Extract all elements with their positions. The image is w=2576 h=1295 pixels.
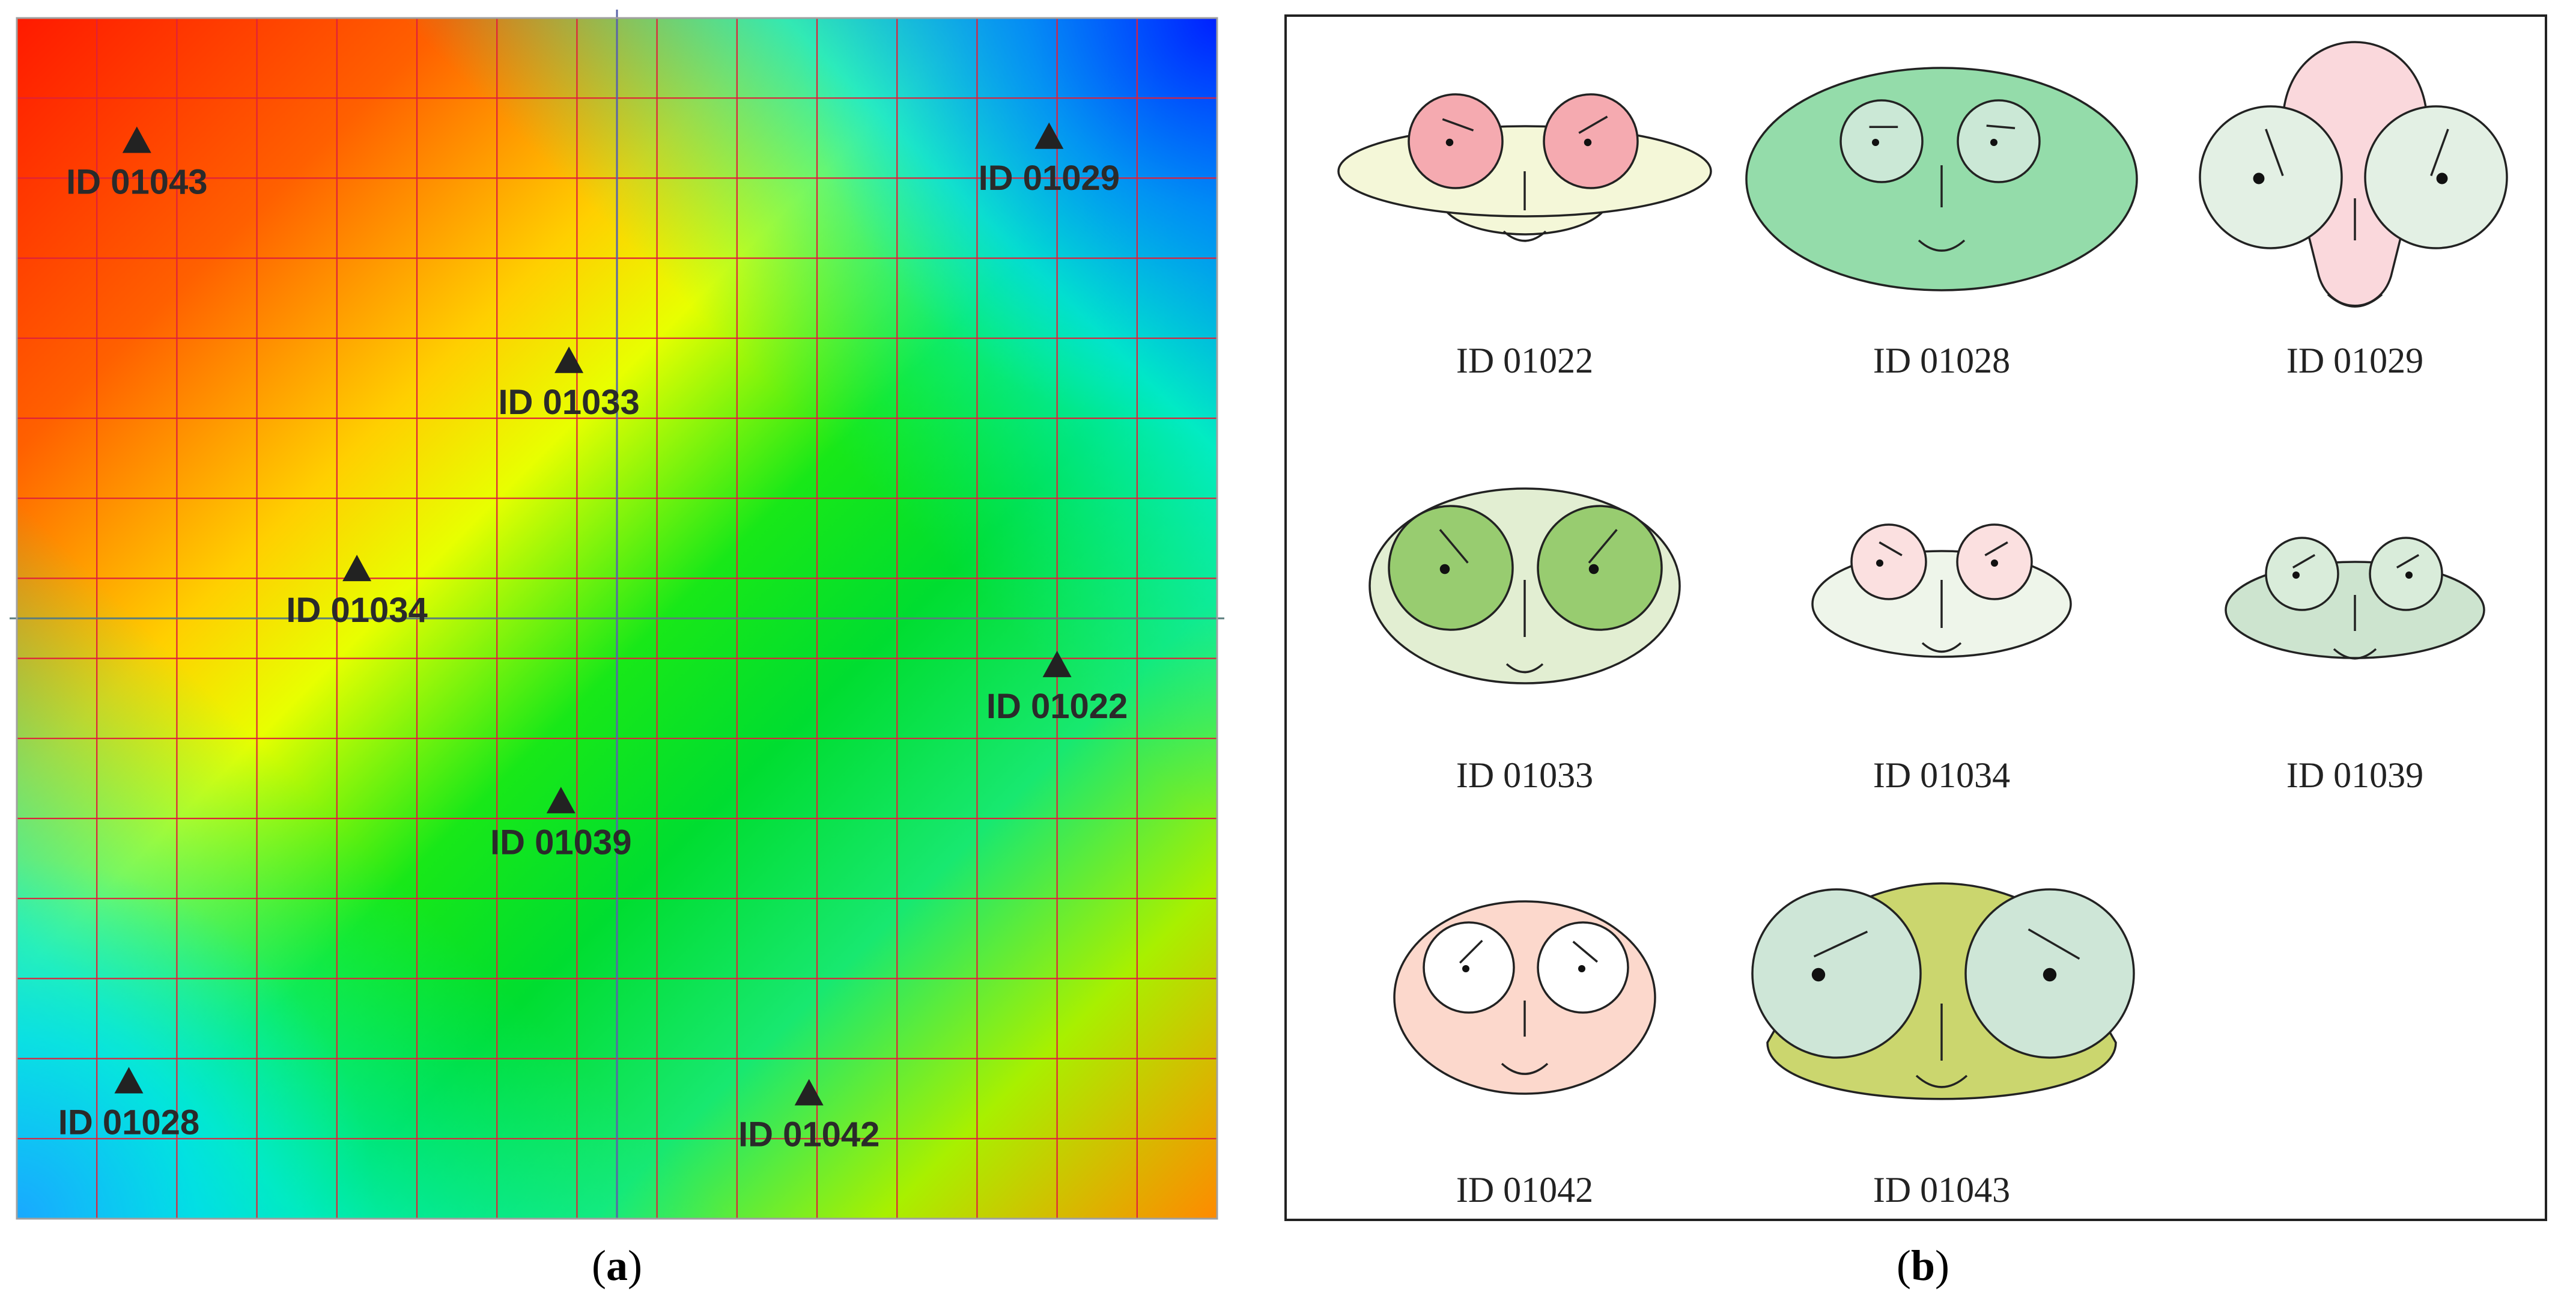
- eyebrow: [1879, 541, 1903, 556]
- sample-point: ID 01042: [738, 1079, 879, 1154]
- eyebrow: [2396, 553, 2420, 569]
- eyebrow: [1439, 529, 1469, 564]
- eyebrow: [1813, 930, 1868, 958]
- face-glyph: ID 01033: [1368, 487, 1681, 795]
- face-glyph: ID 01039: [2225, 537, 2485, 795]
- point-label: ID 01029: [979, 159, 1120, 198]
- triangle-marker-icon: [122, 126, 151, 153]
- pupil: [1578, 965, 1585, 972]
- mouth: [1921, 642, 1962, 653]
- sample-point: ID 01022: [986, 650, 1128, 726]
- eye: [1408, 93, 1504, 189]
- face-glyph: ID 01042: [1393, 900, 1656, 1210]
- triangle-marker-icon: [1042, 650, 1072, 677]
- pupil: [2292, 571, 2300, 579]
- face-glyph: ID 01043: [1751, 882, 2135, 1210]
- sample-point: ID 01033: [498, 346, 640, 422]
- face-label: ID 01039: [2286, 755, 2423, 795]
- pupil: [1990, 139, 1997, 146]
- pupil: [1991, 559, 1998, 567]
- pupil: [1811, 967, 1826, 982]
- eye: [2265, 537, 2339, 611]
- heatmap-border: [16, 17, 1218, 1220]
- triangle-marker-icon: [342, 555, 372, 582]
- face-glyph: ID 01022: [1337, 93, 1712, 380]
- eyebrow: [2292, 553, 2316, 569]
- face-label: ID 01043: [1873, 1170, 2010, 1210]
- eyebrow: [1442, 118, 1474, 132]
- triangle-marker-icon: [794, 1079, 824, 1106]
- point-label: ID 01034: [286, 591, 427, 630]
- point-label: ID 01039: [490, 823, 631, 862]
- triangle-marker-icon: [1034, 122, 1064, 149]
- pupil: [1876, 559, 1883, 567]
- face-label: ID 01022: [1456, 341, 1593, 380]
- triangle-marker-icon: [554, 346, 584, 373]
- face-label: ID 01033: [1456, 755, 1593, 795]
- eyebrow: [2028, 928, 2080, 960]
- mouth: [1502, 230, 1547, 242]
- eye: [2199, 105, 2343, 249]
- eye: [1957, 99, 2041, 183]
- pupil: [1462, 965, 1469, 972]
- face-label: ID 01028: [1873, 341, 2010, 380]
- eye: [1388, 505, 1514, 631]
- sample-point: ID 01043: [66, 126, 208, 201]
- point-label: ID 01043: [66, 162, 207, 201]
- eye: [1850, 523, 1927, 600]
- pupil: [2405, 571, 2413, 579]
- face-glyph: ID 01028: [1745, 67, 2138, 380]
- eye: [1751, 888, 1922, 1059]
- pupil: [1584, 138, 1592, 147]
- triangle-marker-icon: [114, 1067, 144, 1094]
- eye: [1537, 505, 1663, 631]
- mouth: [2333, 648, 2377, 660]
- triangle-marker-icon: [546, 787, 576, 814]
- sample-point: ID 01029: [979, 122, 1120, 198]
- eyebrow: [1572, 940, 1598, 963]
- pupil: [1872, 139, 1879, 146]
- pupil: [1445, 138, 1454, 147]
- eye: [1839, 99, 1924, 183]
- sample-point: ID 01034: [286, 555, 428, 630]
- mouth: [1918, 239, 1966, 252]
- eyebrow: [1578, 115, 1608, 134]
- face-label: ID 01029: [2286, 341, 2423, 380]
- pupil: [2043, 967, 2057, 982]
- pupil: [2253, 172, 2265, 184]
- point-label: ID 01022: [986, 687, 1128, 726]
- eyebrow: [2430, 129, 2449, 177]
- sample-point: ID 01039: [490, 787, 631, 862]
- mouth: [1915, 1074, 1968, 1088]
- sample-point: ID 01028: [58, 1067, 199, 1142]
- panel-a-caption: (a): [592, 1242, 642, 1290]
- eyebrow: [1459, 939, 1483, 964]
- point-label: ID 01033: [498, 383, 639, 422]
- mouth: [1505, 663, 1544, 674]
- faces-panel: ID 01022 ID 01028 ID 01029 ID 01033 ID 01034…: [1284, 14, 2547, 1221]
- point-label: ID 01028: [58, 1103, 199, 1142]
- panel-b-caption: (b): [1897, 1242, 1949, 1290]
- heatmap-panel: ID 01043 ID 01029 ID 01033 ID 01034 ID 01022…: [10, 10, 1224, 1220]
- pupil: [1439, 564, 1450, 574]
- face-label: ID 01034: [1873, 755, 2010, 795]
- pupil: [2436, 172, 2448, 184]
- point-label: ID 01042: [738, 1115, 879, 1154]
- face-label: ID 01042: [1456, 1170, 1593, 1210]
- pupil: [1588, 564, 1599, 574]
- eyebrow: [1588, 529, 1618, 564]
- sample-points: ID 01043 ID 01029 ID 01033 ID 01034 ID 01022…: [58, 122, 1128, 1154]
- eyebrow: [2265, 129, 2284, 177]
- mouth: [1501, 1062, 1549, 1075]
- eyebrow: [1986, 124, 2016, 130]
- eyebrow: [1984, 541, 2008, 556]
- eye: [2364, 105, 2508, 249]
- face-glyph: ID 01034: [1811, 523, 2072, 795]
- mouth: [2327, 293, 2383, 308]
- face-glyph: ID 01029: [2199, 41, 2508, 380]
